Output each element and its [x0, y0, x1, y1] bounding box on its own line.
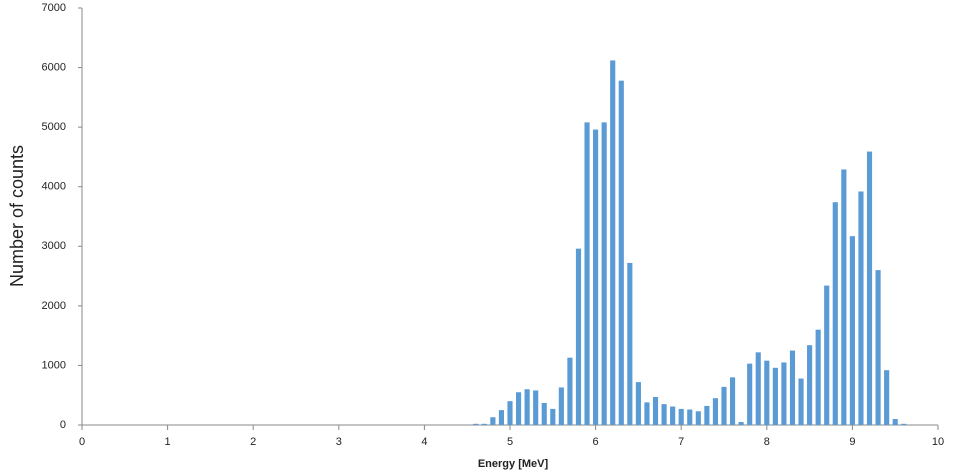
bar [473, 423, 479, 425]
y-tick-label: 1000 [42, 359, 66, 371]
y-tick-label: 7000 [42, 2, 66, 14]
bar [729, 377, 736, 425]
bar [567, 357, 573, 425]
bar [832, 202, 838, 425]
x-tick-label: 0 [79, 436, 85, 448]
bar [755, 352, 761, 425]
bar [781, 362, 787, 425]
bar [807, 345, 813, 425]
bar [721, 386, 727, 425]
bar [687, 409, 693, 425]
x-tick-label: 1 [165, 436, 171, 448]
bar [593, 129, 599, 426]
y-tick-label: 2000 [42, 300, 66, 312]
bar [824, 285, 830, 425]
bar [601, 122, 607, 426]
bar [652, 397, 659, 425]
y-tick-label: 5000 [42, 121, 66, 133]
bar [507, 401, 513, 425]
bar [627, 262, 633, 425]
bar [498, 410, 505, 425]
bar [533, 390, 539, 425]
bar [515, 392, 522, 425]
bar [610, 60, 616, 426]
bar [712, 398, 719, 425]
y-tick-label: 6000 [42, 61, 66, 73]
bar [849, 236, 855, 425]
x-tick-label: 9 [849, 436, 855, 448]
bar [670, 406, 676, 425]
bar [738, 422, 744, 425]
bar [901, 423, 907, 425]
bar [695, 411, 701, 425]
bar [661, 404, 667, 425]
bar [884, 370, 890, 425]
x-tick-label: 8 [764, 436, 770, 448]
bar [635, 382, 641, 425]
bar [764, 360, 770, 425]
bar [841, 169, 847, 425]
bar [541, 402, 547, 425]
bar [747, 363, 753, 425]
y-tick-label: 4000 [42, 181, 66, 193]
bar [644, 402, 650, 425]
bar [858, 191, 864, 425]
x-tick-label: 4 [421, 436, 427, 448]
x-axis-title: Energy [MeV] [478, 458, 549, 470]
bar [798, 378, 804, 425]
y-tick-label: 3000 [42, 240, 66, 252]
x-tick-label: 2 [250, 436, 256, 448]
bar [892, 419, 898, 425]
bar [866, 151, 873, 425]
y-tick-label: 0 [60, 419, 66, 431]
y-axis-title: Number of counts [7, 145, 27, 287]
bar [558, 387, 564, 425]
x-tick-label: 7 [678, 436, 684, 448]
bar [678, 408, 684, 425]
x-tick-label: 10 [932, 436, 944, 448]
bar [789, 350, 796, 425]
bar [772, 367, 778, 425]
bar [618, 80, 624, 426]
bar [575, 248, 582, 425]
x-tick-label: 6 [593, 436, 599, 448]
bar [704, 405, 710, 425]
x-tick-label: 3 [336, 436, 342, 448]
bar [524, 389, 530, 425]
bar [550, 408, 556, 425]
bar [584, 122, 590, 426]
bar [490, 417, 496, 425]
bar [815, 329, 821, 425]
bar [875, 270, 881, 425]
x-tick-label: 5 [507, 436, 513, 448]
bar [481, 423, 487, 425]
